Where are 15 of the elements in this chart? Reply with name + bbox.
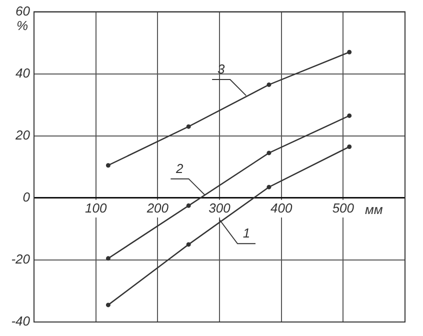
x-axis-title: мм [365,202,383,218]
annotation: 2 [175,160,184,176]
x-tick-label: 500 [332,200,355,216]
annotation: 1 [242,226,250,241]
x-tick-label: 400 [270,200,293,216]
y-tick-label: -40 [11,314,31,329]
x-tick-label: 300 [208,200,232,216]
y-tick-label: 40 [16,65,31,80]
y-tick-label: -20 [11,252,31,267]
y-tick-label: 0 [22,190,31,205]
y-tick-label: 20 [14,127,31,142]
x-tick-label: 100 [84,200,108,216]
x-tick-label: 200 [146,200,170,216]
y-tick-label: 60 [16,3,31,18]
y-axis-title: % [16,18,28,33]
